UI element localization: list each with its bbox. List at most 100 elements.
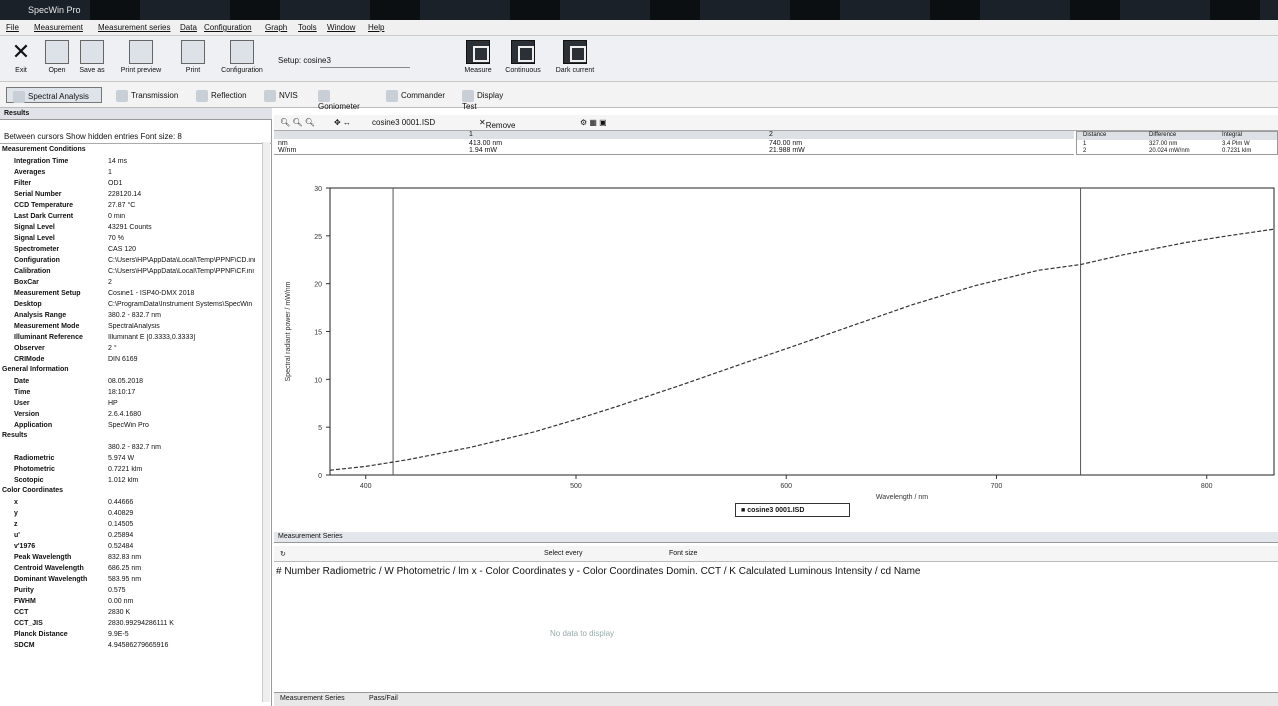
result-row: 380.2 - 832.7 nm [0, 443, 264, 454]
property-value: 0.575 [108, 587, 126, 594]
property-name: Filter [14, 180, 32, 187]
x-tick-label: 700 [991, 483, 1003, 490]
property-value: HP [108, 400, 118, 407]
continuous-button[interactable]: Continuous [500, 40, 546, 74]
print-preview-icon [129, 40, 153, 64]
setup-select[interactable]: Setup: cosine3 [278, 56, 331, 65]
section-results[interactable]: Results [2, 432, 28, 439]
settings-icon[interactable]: ⚙ ▦ ▣ [580, 118, 607, 127]
property-name: Configuration [14, 257, 60, 264]
menu-tools[interactable]: Tools [298, 23, 317, 32]
result-extra-row: FWHM 0.00 nm [0, 597, 264, 608]
property-name: Purity [14, 587, 34, 594]
condition-row: Signal Level 70 % [0, 234, 264, 245]
menu-window[interactable]: Window [327, 23, 356, 32]
result-extra-row: Planck Distance 9.9E-5 [0, 630, 264, 641]
property-value: 2830.99294286111 K [108, 620, 174, 627]
property-value: CAS 120 [108, 246, 137, 253]
mode-transmission[interactable]: Transmission [110, 87, 190, 103]
section-general-information[interactable]: General Information [2, 366, 69, 373]
results-scrollbar[interactable] [262, 142, 270, 702]
general-row: Application SpecWin Pro [0, 421, 264, 432]
property-name: Serial Number [14, 191, 62, 198]
mode-reflection[interactable]: Reflection [190, 87, 262, 103]
tab-measurement-series[interactable]: Measurement Series [280, 695, 345, 702]
y-tick-label: 10 [314, 377, 322, 384]
print-preview-button[interactable]: Print preview [112, 40, 170, 74]
x-axis-label: Wavelength / nm [876, 494, 928, 501]
toolbar: ✕ Exit Open Save as Print preview Print … [0, 36, 1278, 82]
curve-select[interactable]: cosine3 0001.ISD [372, 118, 436, 127]
measurement-series-columns[interactable]: # Number Radiometric / W Photometric / l… [276, 566, 921, 577]
menu-help[interactable]: Help [368, 23, 385, 32]
cursor-2-y: 21.988 mW [769, 147, 805, 154]
mode-commander[interactable]: Commander [380, 87, 452, 103]
property-name: FWHM [14, 598, 36, 605]
font-size-select[interactable]: Font size [669, 550, 698, 557]
menu-measurement[interactable]: Measurement [34, 23, 83, 32]
dark-current-button[interactable]: Dark current [550, 40, 600, 74]
property-value: 0.44666 [108, 499, 134, 506]
menu-data[interactable]: Data [180, 23, 197, 32]
cursor-1-header: 1 [469, 131, 473, 138]
mode-display-test[interactable]: Display Test [462, 90, 504, 111]
condition-row: Desktop C:\ProgramData\Instrument Systems… [0, 300, 264, 311]
result-row: Radiometric 5.974 W [0, 454, 264, 465]
diff-row-1-value: 327.00 nm [1149, 141, 1178, 147]
property-value: 0.00 nm [108, 598, 134, 605]
menu-graph[interactable]: Graph [265, 23, 288, 32]
property-value: 70 % [108, 235, 124, 242]
spectrum-line [329, 228, 1275, 471]
color-row: v'1976 0.52484 [0, 542, 264, 553]
measure-button[interactable]: Measure [458, 40, 498, 74]
menu-measurement-series[interactable]: Measurement series [98, 23, 171, 32]
continuous-icon [511, 40, 535, 64]
property-name: Application [14, 422, 53, 429]
chart-legend[interactable]: ■ cosine3 0001.ISD [735, 503, 850, 517]
mode-goniometer[interactable]: Goniometer [312, 87, 376, 111]
mode-nvis[interactable]: NVIS [258, 87, 308, 103]
reflection-icon [196, 90, 208, 102]
move-icon[interactable]: ✥ ↔ [334, 118, 351, 127]
x-tick-label: 500 [570, 483, 582, 490]
property-name: Analysis Range [14, 312, 67, 319]
general-row: Date 08.05.2018 [0, 377, 264, 388]
mode-spectral-analysis[interactable]: Spectral Analysis [6, 87, 102, 103]
property-name: Measurement Setup [14, 290, 81, 297]
save-as-button[interactable]: Save as [76, 40, 108, 74]
spectrum-chart[interactable]: 0 5 10 15 20 25 30 400 500 600 700 800 Spectral radi… [274, 160, 1278, 530]
property-value: 228120.14 [108, 191, 142, 198]
select-every-select[interactable]: Select every [544, 550, 583, 557]
remove-curve-button[interactable]: ✕ Remove curve [479, 118, 516, 139]
property-value: 4.94586279665916 [108, 642, 169, 649]
property-name: y [14, 510, 18, 517]
property-name: Scotopic [14, 477, 44, 484]
exit-button[interactable]: ✕ Exit [6, 40, 36, 75]
results-options[interactable]: Between cursors Show hidden entries Font… [0, 130, 272, 144]
property-value: 0.52484 [108, 543, 134, 550]
condition-row: Measurement Mode SpectralAnalysis [0, 322, 264, 333]
property-name: Calibration [14, 268, 51, 275]
property-name: Signal Level [14, 235, 55, 242]
condition-row: Integration Time 14 ms [0, 157, 264, 168]
tab-pass-fail[interactable]: Pass/Fail [369, 695, 398, 702]
menu-configuration[interactable]: Configuration [204, 23, 252, 32]
property-name: User [14, 400, 30, 407]
integral-header: Integral [1222, 132, 1243, 138]
refresh-icon[interactable]: ↻ [280, 551, 286, 558]
cursor-2-header: 2 [769, 131, 773, 138]
property-name: Radiometric [14, 455, 55, 462]
result-extra-row: SDCM 4.94586279665916 [0, 641, 264, 652]
property-value: 2 ° [108, 345, 117, 352]
y-axis-label: Spectral radiant power / mW/nm [285, 281, 292, 381]
open-button[interactable]: Open [42, 40, 72, 74]
section-measurement-conditions[interactable]: Measurement Conditions [2, 146, 86, 153]
print-button[interactable]: Print [176, 40, 210, 74]
diff-row-2-value: 20.024 mW/nm [1149, 148, 1190, 154]
transmission-icon [116, 90, 128, 102]
section-color-coordinates[interactable]: Color Coordinates [2, 487, 64, 494]
configuration-button[interactable]: Configuration [214, 40, 270, 74]
zoom-icon[interactable]: 🔍︎ 🔍︎ 🔍︎ [280, 118, 315, 127]
property-value: 0.40829 [108, 510, 134, 517]
menu-file[interactable]: File [6, 23, 19, 32]
